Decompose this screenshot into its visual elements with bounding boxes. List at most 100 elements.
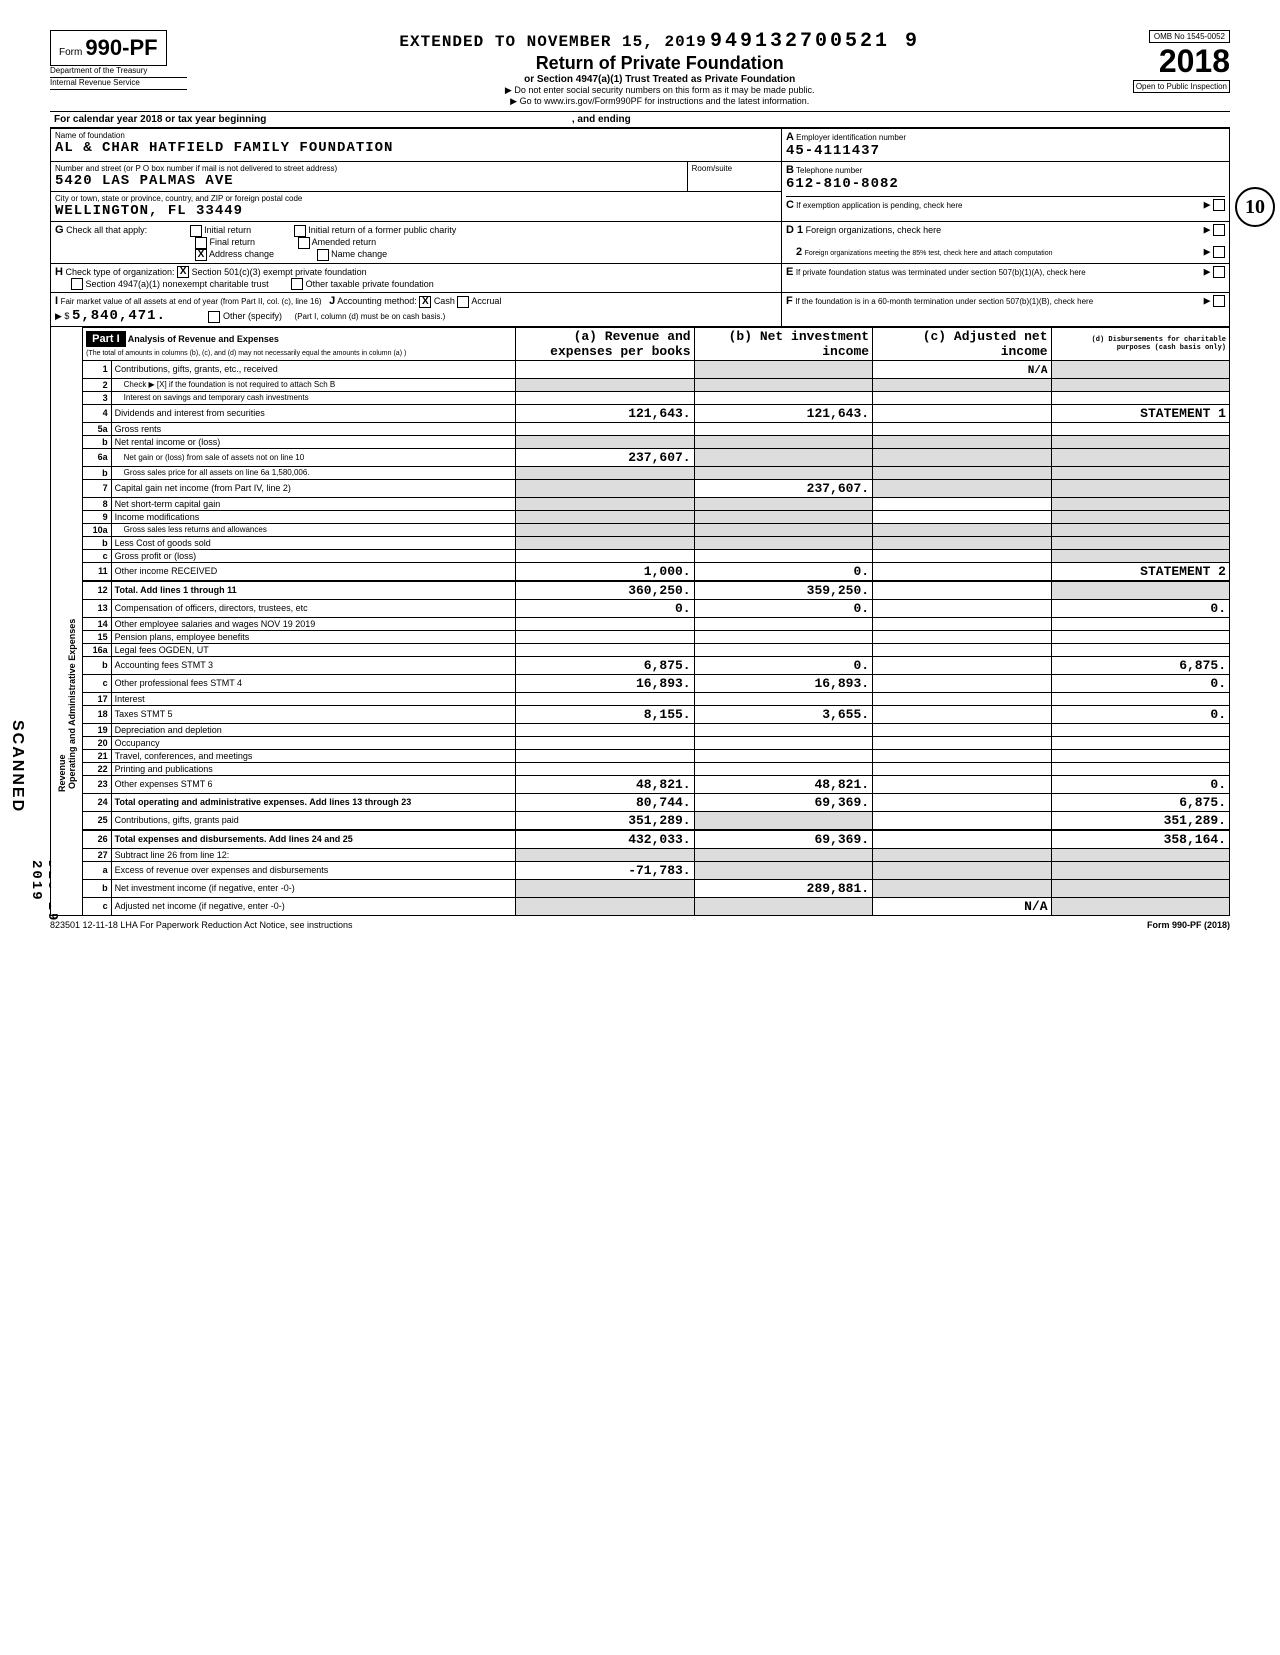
f-checkbox[interactable] <box>1213 295 1225 307</box>
cell-a <box>516 536 694 549</box>
cell-d: 0. <box>1051 705 1229 723</box>
cell-b <box>694 497 872 510</box>
row-desc: Subtract line 26 from line 12: <box>111 848 516 861</box>
g-address: Address change <box>209 249 274 259</box>
ssn-warning: ▶ Do not enter social security numbers o… <box>187 85 1133 96</box>
row-num: 12 <box>83 581 112 600</box>
cell-b <box>694 422 872 435</box>
cell-b: 69,369. <box>694 830 872 849</box>
cell-d <box>1051 523 1229 536</box>
row-desc: Interest on savings and temporary cash i… <box>111 391 516 404</box>
cell-a <box>516 762 694 775</box>
j-accrual-cb[interactable] <box>457 296 469 308</box>
row-num: 24 <box>83 793 112 811</box>
cell-d <box>1051 723 1229 736</box>
row-desc: Net short-term capital gain <box>111 497 516 510</box>
g-name-cb[interactable] <box>317 249 329 261</box>
j-other: Other (specify) <box>223 311 282 321</box>
row-desc: Net gain or (loss) from sale of assets n… <box>111 448 516 466</box>
row-desc: Pension plans, employee benefits <box>111 630 516 643</box>
cell-c <box>873 630 1051 643</box>
row-desc: Contributions, gifts, grants paid <box>111 811 516 830</box>
i-value: 5,840,471. <box>72 308 166 324</box>
cell-a: 432,033. <box>516 830 694 849</box>
j-label: Accounting method: <box>337 296 417 306</box>
cell-c <box>873 811 1051 830</box>
cell-c <box>873 510 1051 523</box>
cell-c <box>873 775 1051 793</box>
cell-b: 121,643. <box>694 404 872 422</box>
footer-left: 823501 12-11-18 LHA For Paperwork Reduct… <box>50 920 353 930</box>
cell-a <box>516 497 694 510</box>
g-final-cb[interactable] <box>195 237 207 249</box>
i-label: Fair market value of all assets at end o… <box>61 297 322 306</box>
h-other: Other taxable private foundation <box>306 279 434 289</box>
row-desc: Taxes STMT 5 <box>111 705 516 723</box>
cell-c <box>873 404 1051 422</box>
g-initial-cb[interactable] <box>190 225 202 237</box>
c-checkbox[interactable] <box>1213 199 1225 211</box>
row-desc: Less Cost of goods sold <box>111 536 516 549</box>
dept-irs: Internal Revenue Service <box>50 78 187 90</box>
ein-label: Employer identification number <box>796 133 906 142</box>
row-desc: Gross sales less returns and allowances <box>111 523 516 536</box>
city-value: WELLINGTON, FL 33449 <box>55 203 777 219</box>
d1-checkbox[interactable] <box>1213 224 1225 236</box>
g-amended-cb[interactable] <box>298 237 310 249</box>
h-501c3-cb[interactable] <box>177 266 189 278</box>
row-num: c <box>83 549 112 562</box>
row-num: 15 <box>83 630 112 643</box>
h-4947-cb[interactable] <box>71 278 83 290</box>
j-cash-cb[interactable] <box>419 296 431 308</box>
cell-a <box>516 643 694 656</box>
row-num: 18 <box>83 705 112 723</box>
row-num: 10a <box>83 523 112 536</box>
cell-d <box>1051 391 1229 404</box>
row-desc: Income modifications <box>111 510 516 523</box>
row-num: 6a <box>83 448 112 466</box>
cell-d: 0. <box>1051 674 1229 692</box>
cell-b <box>694 630 872 643</box>
cell-c <box>873 523 1051 536</box>
cell-b <box>694 435 872 448</box>
cell-d <box>1051 466 1229 479</box>
ein-value: 45-4111437 <box>786 143 1225 159</box>
scanned-stamp: SCANNED <box>8 720 26 813</box>
cell-a: 48,821. <box>516 775 694 793</box>
cell-b <box>694 861 872 879</box>
row-num: c <box>83 897 112 915</box>
cell-c <box>873 762 1051 775</box>
cell-b <box>694 536 872 549</box>
cell-a: 237,607. <box>516 448 694 466</box>
e-checkbox[interactable] <box>1213 266 1225 278</box>
j-other-cb[interactable] <box>208 311 220 323</box>
f-label: If the foundation is in a 60-month termi… <box>795 297 1093 306</box>
g-label: Check all that apply: <box>66 225 147 235</box>
cell-a: 351,289. <box>516 811 694 830</box>
g-address-cb[interactable] <box>195 249 207 261</box>
row-desc: Dividends and interest from securities <box>111 404 516 422</box>
h-label: Check type of organization: <box>65 267 174 277</box>
cell-d <box>1051 897 1229 915</box>
part1-title: Analysis of Revenue and Expenses <box>128 334 279 344</box>
row-num: 26 <box>83 830 112 849</box>
d2-checkbox[interactable] <box>1213 246 1225 258</box>
row-num: 11 <box>83 562 112 581</box>
cell-b <box>694 448 872 466</box>
cell-b <box>694 549 872 562</box>
cell-d <box>1051 422 1229 435</box>
row-desc: Check ▶ [X] if the foundation is not req… <box>111 378 516 391</box>
cell-b: 237,607. <box>694 479 872 497</box>
row-num: b <box>83 536 112 549</box>
cell-c <box>873 617 1051 630</box>
cell-d: 6,875. <box>1051 656 1229 674</box>
cell-b: 289,881. <box>694 879 872 897</box>
cell-c <box>873 479 1051 497</box>
g-initial-former-cb[interactable] <box>294 225 306 237</box>
city-label: City or town, state or province, country… <box>55 194 777 203</box>
cell-d <box>1051 617 1229 630</box>
h-other-cb[interactable] <box>291 278 303 290</box>
row-num: 22 <box>83 762 112 775</box>
cell-c <box>873 643 1051 656</box>
cell-c <box>873 830 1051 849</box>
